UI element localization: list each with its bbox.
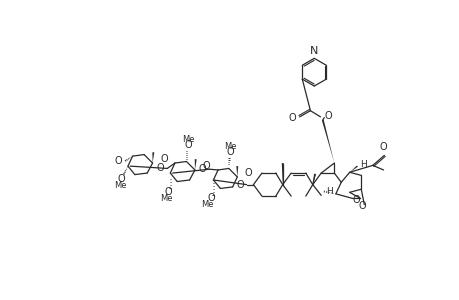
Text: O: O (207, 194, 214, 203)
Text: O: O (198, 164, 206, 174)
Text: O: O (118, 174, 125, 184)
Text: O: O (379, 142, 386, 152)
Text: O: O (165, 187, 172, 197)
Text: Me: Me (224, 142, 236, 151)
Text: O: O (184, 140, 191, 150)
Text: O: O (245, 168, 252, 178)
Text: Me: Me (160, 194, 172, 203)
Text: H: H (325, 187, 332, 196)
Polygon shape (194, 159, 196, 170)
Text: N: N (309, 46, 318, 56)
Text: O: O (352, 195, 360, 205)
Text: O: O (358, 201, 366, 211)
Text: Me: Me (181, 135, 194, 144)
Text: O: O (226, 147, 234, 157)
Text: O: O (160, 154, 168, 164)
Polygon shape (321, 120, 334, 163)
Polygon shape (152, 152, 154, 163)
Text: O: O (236, 180, 244, 190)
Text: O: O (156, 164, 164, 173)
Text: Me: Me (201, 200, 213, 209)
Polygon shape (312, 174, 315, 184)
Text: Me: Me (114, 181, 126, 190)
Text: O: O (115, 156, 122, 166)
Polygon shape (236, 166, 238, 177)
Text: O: O (288, 112, 296, 123)
Polygon shape (349, 166, 357, 172)
Text: O: O (324, 111, 331, 121)
Text: O: O (202, 161, 210, 171)
Text: H: H (360, 160, 366, 169)
Polygon shape (281, 163, 283, 184)
